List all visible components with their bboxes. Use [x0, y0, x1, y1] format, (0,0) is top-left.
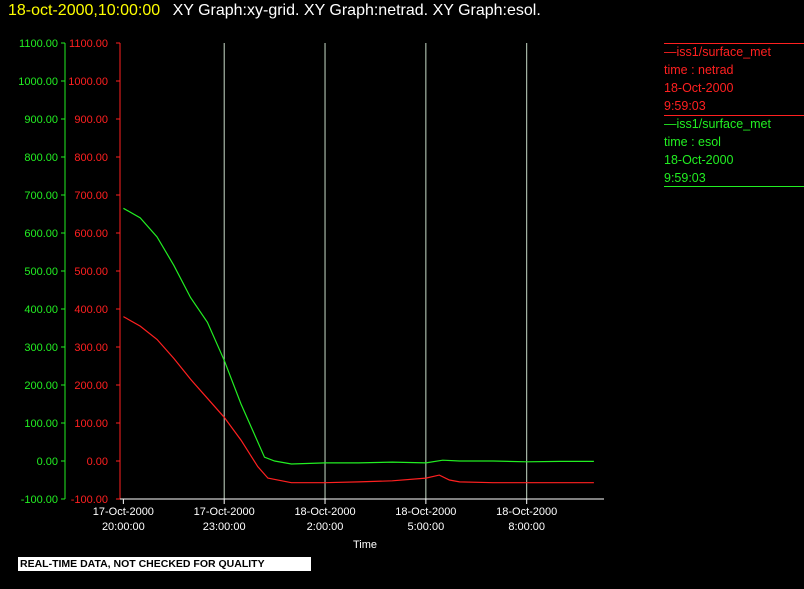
- x-tick-time: 23:00:00: [203, 521, 246, 533]
- legend-source: —iss1/surface_met: [664, 117, 771, 131]
- y-tick-label-esol: 0.00: [37, 456, 58, 468]
- legend-date: 18-Oct-2000: [664, 153, 734, 167]
- y-tick-label-esol: 700.00: [24, 190, 58, 202]
- y-tick-label-esol: 200.00: [24, 380, 58, 392]
- y-tick-label-esol: 500.00: [24, 266, 58, 278]
- x-tick-date: 17-Oct-2000: [93, 506, 154, 518]
- y-tick-label-netrad: 700.00: [74, 190, 108, 202]
- y-tick-label-netrad: 800.00: [74, 152, 108, 164]
- y-tick-label-esol: 1000.00: [18, 76, 58, 88]
- legend-rule: [664, 43, 804, 44]
- y-tick-label-netrad: 100.00: [74, 418, 108, 430]
- x-tick-time: 20:00:00: [102, 521, 145, 533]
- y-tick-label-esol: 1100.00: [19, 38, 58, 50]
- y-tick-label-esol: 800.00: [24, 152, 58, 164]
- legend-rule: [664, 115, 804, 116]
- legend-variable: time : netrad: [664, 63, 734, 77]
- y-tick-label-esol: 600.00: [24, 228, 58, 240]
- y-tick-label-netrad: 900.00: [74, 114, 108, 126]
- x-tick-date: 17-Oct-2000: [194, 506, 255, 518]
- y-tick-label-netrad: 400.00: [74, 304, 108, 316]
- timestamp-label: 18-oct-2000,10:00:00: [8, 2, 161, 19]
- y-tick-label-netrad: 0.00: [87, 456, 108, 468]
- x-tick-time: 2:00:00: [307, 521, 344, 533]
- y-tick-label-netrad: 600.00: [74, 228, 108, 240]
- y-tick-label-esol: 900.00: [24, 114, 58, 126]
- x-tick-date: 18-Oct-2000: [294, 506, 355, 518]
- y-tick-label-netrad: 300.00: [74, 342, 108, 354]
- y-tick-label-esol: 400.00: [24, 304, 58, 316]
- graph-titles: XY Graph:xy-grid. XY Graph:netrad. XY Gr…: [172, 2, 541, 19]
- y-tick-label-netrad: -100.00: [71, 494, 108, 506]
- y-tick-label-esol: 100.00: [24, 418, 58, 430]
- series-line-esol: [123, 207, 594, 465]
- legend-variable: time : esol: [664, 135, 721, 149]
- legend-date: 18-Oct-2000: [664, 81, 734, 95]
- legend-time: 9:59:03: [664, 171, 706, 185]
- legend-esol: —iss1/surface_met time : esol 18-Oct-200…: [664, 115, 804, 187]
- legend-netrad: —iss1/surface_met time : netrad 18-Oct-2…: [664, 43, 804, 115]
- x-axis-label: Time: [353, 539, 377, 551]
- y-tick-label-netrad: 500.00: [74, 266, 108, 278]
- y-tick-label-netrad: 1000.00: [68, 76, 108, 88]
- quality-disclaimer: REAL-TIME DATA, NOT CHECKED FOR QUALITY: [18, 557, 311, 571]
- legend-source: —iss1/surface_met: [664, 45, 771, 59]
- y-tick-label-netrad: 1100.00: [69, 38, 108, 50]
- y-tick-label-esol: -100.00: [21, 494, 58, 506]
- x-tick-date: 18-Oct-2000: [496, 506, 557, 518]
- legend-time: 9:59:03: [664, 99, 706, 113]
- x-tick-time: 8:00:00: [508, 521, 545, 533]
- x-tick-time: 5:00:00: [408, 521, 445, 533]
- graph-header: 18-oct-2000,10:00:00 XY Graph:xy-grid. X…: [8, 1, 541, 21]
- series-line-netrad: [123, 316, 594, 484]
- legend-rule: [664, 186, 804, 187]
- y-tick-label-netrad: 200.00: [74, 380, 108, 392]
- x-tick-date: 18-Oct-2000: [395, 506, 456, 518]
- y-tick-label-esol: 300.00: [24, 342, 58, 354]
